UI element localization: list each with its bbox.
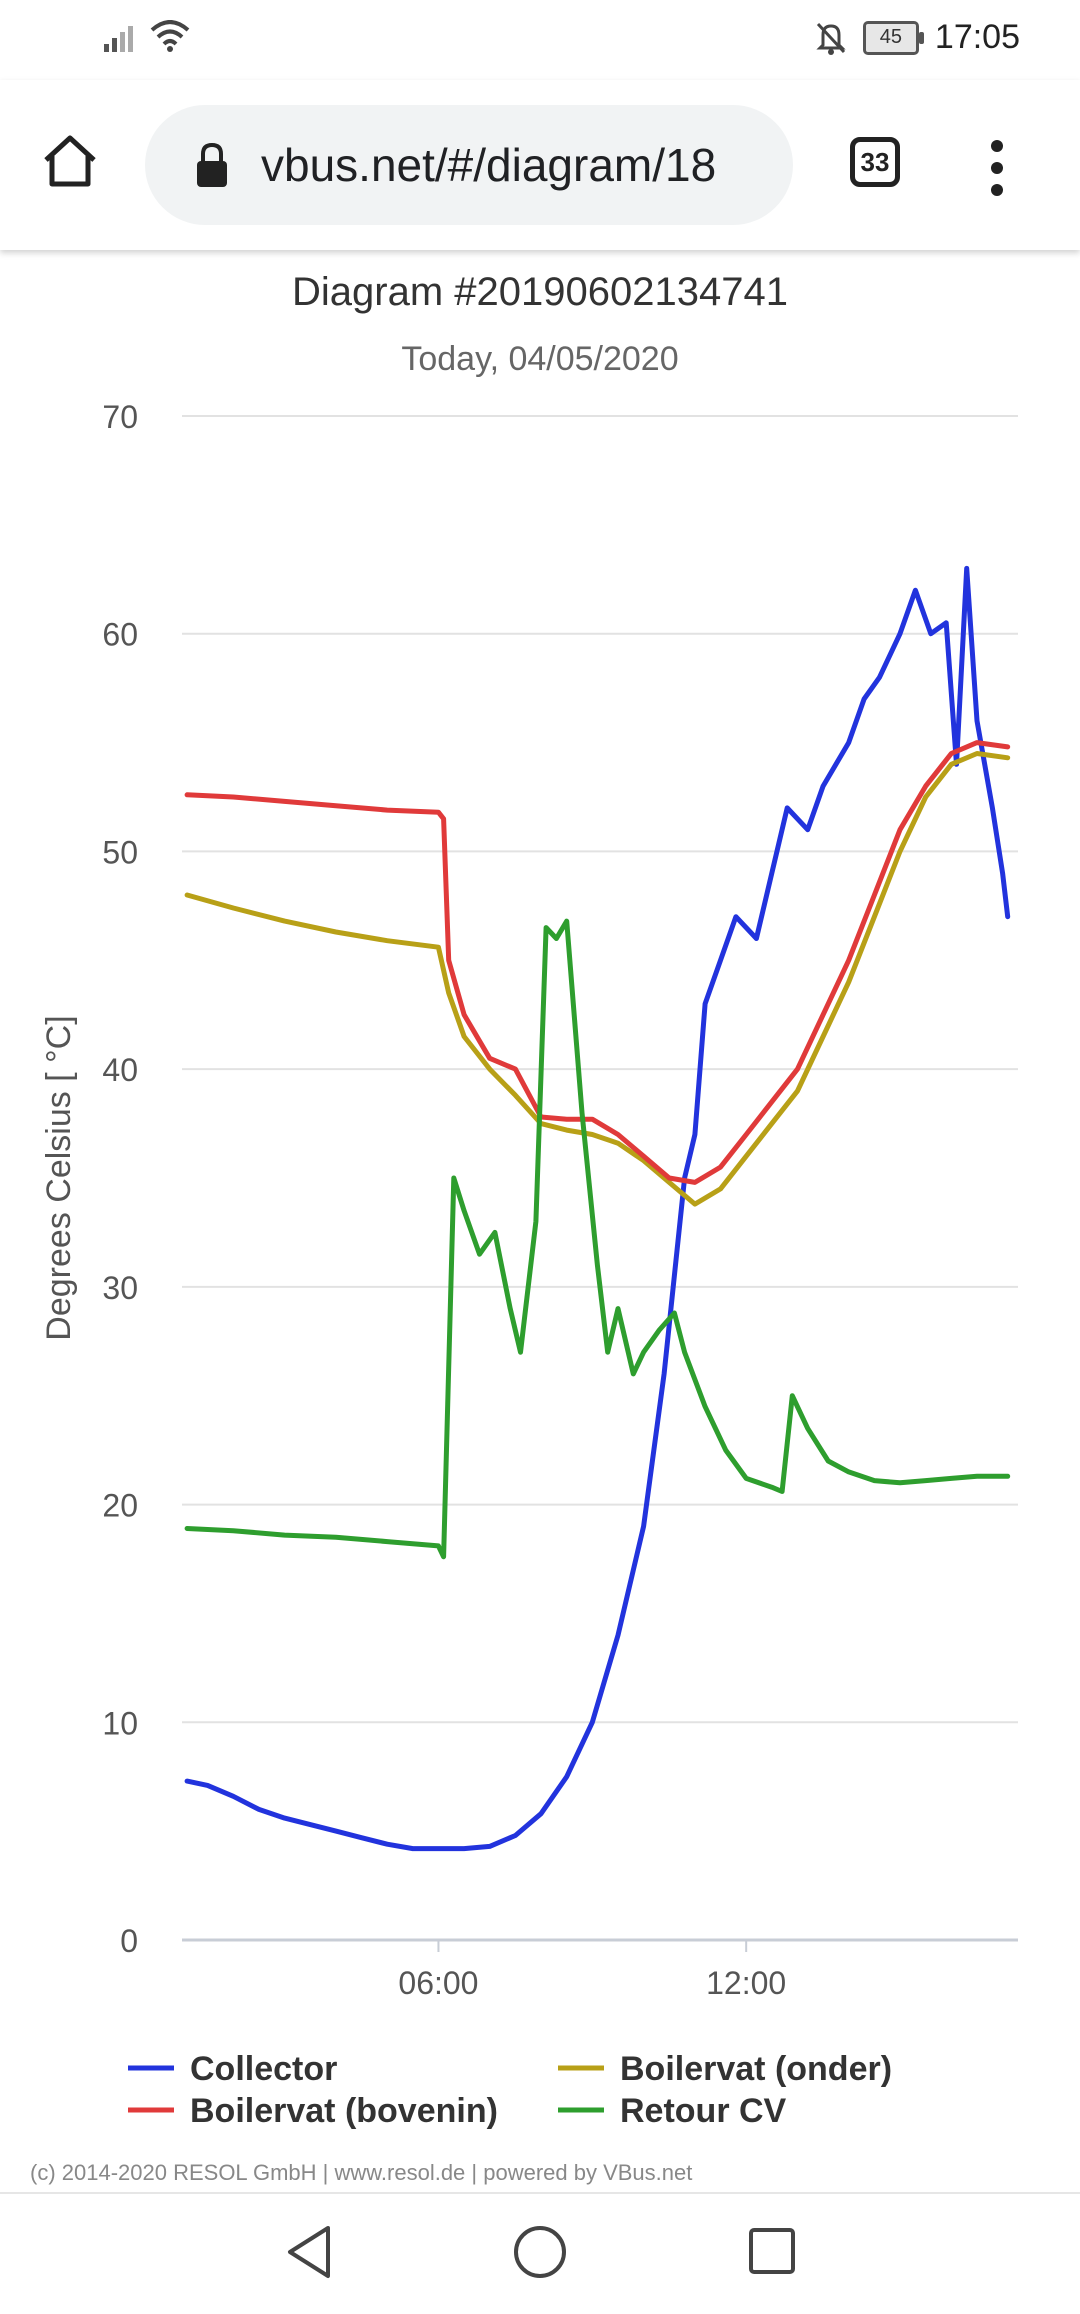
bell-off-icon [816, 22, 846, 55]
x-tick-label: 06:00 [398, 1965, 478, 2001]
y-axis-label: Degrees Celsius [ °C] [40, 1015, 78, 1340]
series-line-collector [184, 565, 1011, 1852]
browser-toolbar: vbus.net/#/diagram/18 33 [0, 80, 1080, 250]
battery-icon: 45 [862, 20, 924, 55]
y-tick-label: 50 [102, 834, 138, 870]
y-tick-label: 40 [102, 1052, 138, 1088]
status-left [104, 20, 190, 52]
legend-label[interactable]: Boilervat (onder) [620, 2050, 892, 2088]
y-tick-label: 30 [102, 1270, 138, 1306]
address-bar[interactable]: vbus.net/#/diagram/18 [145, 105, 793, 225]
chart-title: Diagram #20190602134741 [292, 270, 788, 314]
tab-count: 33 [860, 146, 890, 177]
battery-level: 45 [879, 26, 903, 48]
more-icon[interactable] [982, 138, 1012, 198]
y-tick-label: 60 [102, 617, 138, 653]
signal-icon [104, 26, 133, 52]
series-line-boilervat-onder [184, 751, 1011, 1207]
back-icon[interactable] [284, 2224, 334, 2280]
recents-icon[interactable] [746, 2224, 796, 2280]
y-tick-label: 10 [102, 1705, 138, 1741]
x-axis-ticks: 06:00 12:00 [398, 1940, 786, 2001]
chart: 0 10 20 30 40 50 60 70 06:00 12:00 Degrees Celsi… [40, 399, 1018, 2130]
series-lines [184, 565, 1011, 1852]
y-tick-label: 0 [120, 1923, 138, 1959]
y-axis-ticks: 0 10 20 30 40 50 60 70 [102, 399, 138, 1959]
navigation-bar [0, 2192, 1080, 2314]
home-circle-icon[interactable] [512, 2224, 568, 2280]
home-icon[interactable] [40, 130, 100, 190]
legend-label[interactable]: Retour CV [620, 2092, 787, 2130]
legend-label[interactable]: Boilervat (bovenin) [190, 2092, 498, 2130]
y-tick-label: 20 [102, 1488, 138, 1524]
copyright-text: (c) 2014-2020 RESOL GmbH | www.resol.de … [30, 2160, 693, 2185]
chart-subtitle: Today, 04/05/2020 [401, 340, 679, 378]
lock-icon [197, 142, 227, 187]
x-tick-label: 12:00 [706, 1965, 786, 2001]
legend: Collector Boilervat (onder) Boilervat (bov… [128, 2050, 892, 2130]
status-bar: 45 17:05 [0, 0, 1080, 80]
legend-label[interactable]: Collector [190, 2050, 337, 2088]
y-tick-label: 70 [102, 399, 138, 435]
wifi-icon [150, 20, 190, 52]
tabs-icon[interactable]: 33 [850, 137, 900, 187]
url-text[interactable]: vbus.net/#/diagram/18 [261, 139, 717, 191]
series-line-retour-cv [184, 918, 1011, 1560]
clock: 17:05 [934, 18, 1020, 56]
series-line-boilervat-bovenin [184, 740, 1011, 1185]
status-right: 45 17:05 [815, 18, 1020, 57]
